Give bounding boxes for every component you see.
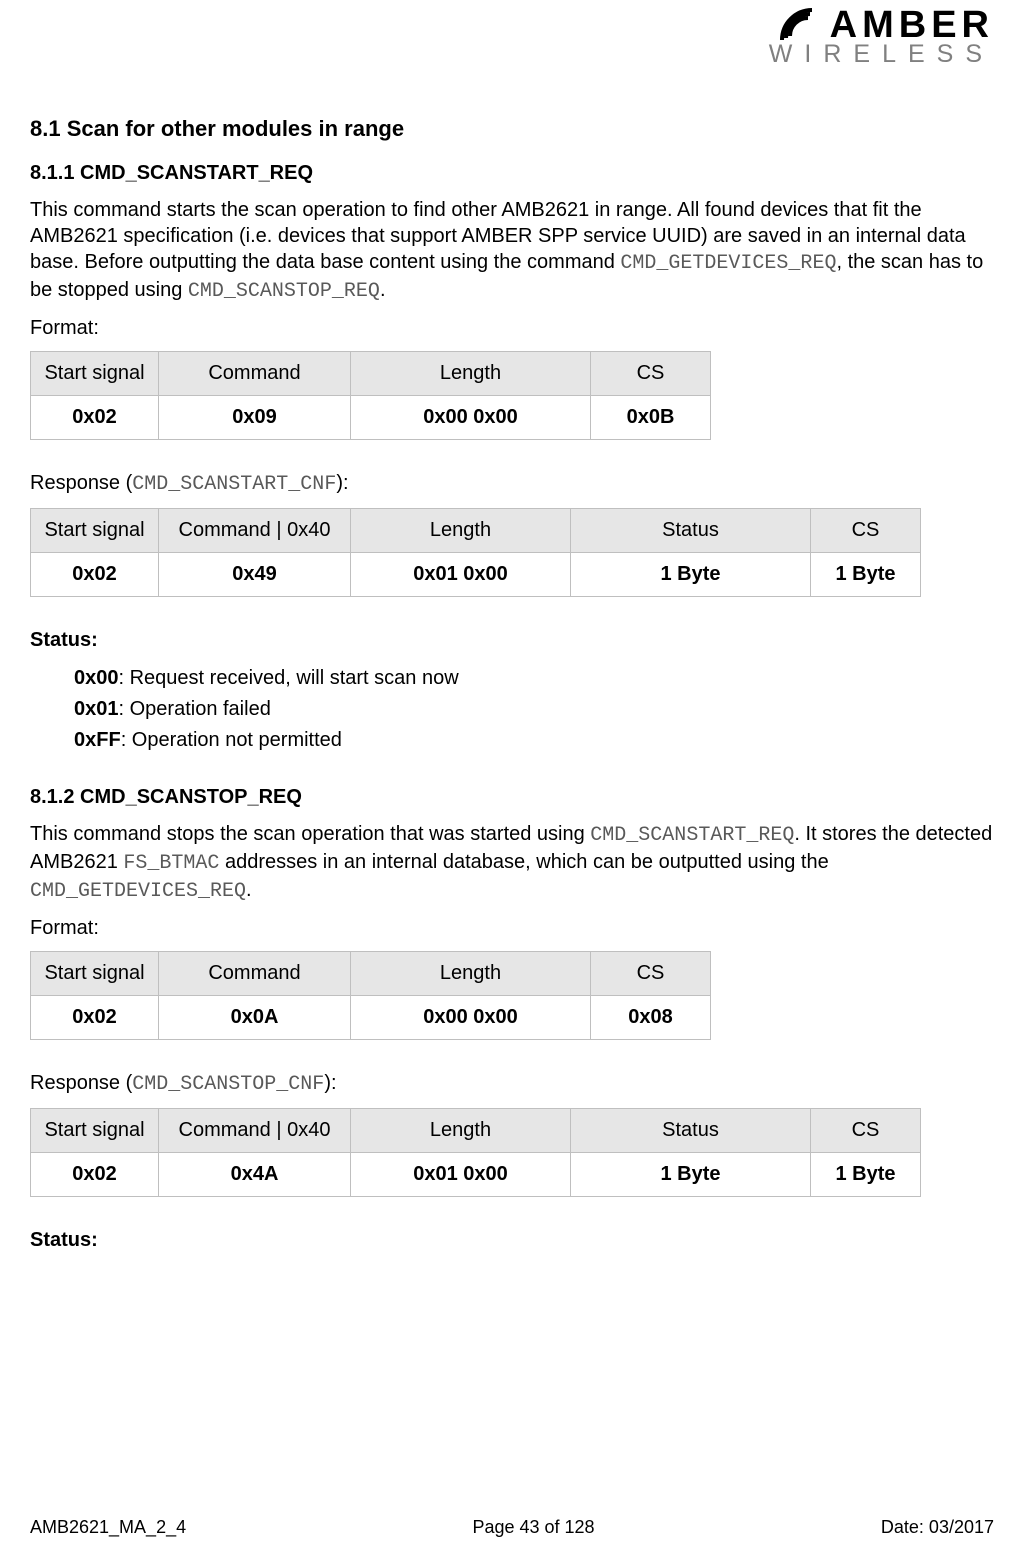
td: 1 Byte [811, 1153, 921, 1197]
resp2-a: Response ( [30, 1072, 132, 1094]
status-code: 0x01 [74, 698, 119, 720]
sub1-status-heading: Status: [30, 627, 994, 653]
sub2-p1d: . [246, 879, 252, 901]
th: Length [351, 1109, 571, 1153]
status-code: 0x00 [74, 667, 119, 689]
sub1-table-response: Start signal Command | 0x40 Length Statu… [30, 508, 921, 597]
sub1-p1c: . [380, 279, 386, 301]
sub2-status-heading: Status: [30, 1227, 994, 1253]
td: 0x4A [159, 1153, 351, 1197]
sub1-status-list: 0x00: Request received, will start scan … [74, 663, 994, 756]
td: 0x49 [159, 553, 351, 597]
status-text: : Operation failed [119, 698, 271, 720]
page-content: 8.1 Scan for other modules in range 8.1.… [30, 20, 994, 1253]
th: Command [159, 952, 351, 996]
logo-wave-icon [780, 8, 824, 42]
th: Status [571, 1109, 811, 1153]
sub1-paragraph: This command starts the scan operation t… [30, 197, 994, 305]
subsection-1-cmd: CMD_SCANSTART_REQ [80, 162, 313, 184]
status-text: : Request received, will start scan now [119, 667, 459, 689]
td: 0x02 [31, 996, 159, 1040]
th: CS [811, 509, 921, 553]
sub1-mono2: CMD_SCANSTOP_REQ [188, 280, 380, 303]
td: 1 Byte [571, 1153, 811, 1197]
status-item: 0xFF: Operation not permitted [74, 725, 994, 756]
sub2-table-format: Start signal Command Length CS 0x02 0x0A… [30, 951, 711, 1040]
th: CS [811, 1109, 921, 1153]
sub1-response-label: Response (CMD_SCANSTART_CNF): [30, 470, 994, 498]
logo-text-top: AMBER [830, 6, 994, 44]
sub2-format-label: Format: [30, 915, 994, 941]
td: 0x01 0x00 [351, 1153, 571, 1197]
td: 0x01 0x00 [351, 553, 571, 597]
th: Start signal [31, 352, 159, 396]
logo: AMBER WIRELESS [769, 6, 994, 67]
td: 0x02 [31, 1153, 159, 1197]
sub2-paragraph: This command stops the scan operation th… [30, 821, 994, 905]
resp-b: ): [336, 472, 348, 494]
th: Length [351, 952, 591, 996]
th: Status [571, 509, 811, 553]
section-heading: 8.1 Scan for other modules in range [30, 116, 994, 142]
sub2-mono2: FS_BTMAC [123, 852, 219, 875]
footer-center: Page 43 of 128 [472, 1517, 594, 1538]
sub2-mono1: CMD_SCANSTART_REQ [590, 824, 794, 847]
sub1-format-label: Format: [30, 315, 994, 341]
sub2-p1a: This command stops the scan operation th… [30, 823, 590, 845]
td: 0x00 0x00 [351, 396, 591, 440]
page-footer: AMB2621_MA_2_4 Page 43 of 128 Date: 03/2… [30, 1517, 994, 1538]
sub2-mono3: CMD_GETDEVICES_REQ [30, 880, 246, 903]
sub2-p1c: addresses in an internal database, which… [219, 851, 828, 873]
sub1-table-format: Start signal Command Length CS 0x02 0x09… [30, 351, 711, 440]
subsection-2-heading: 8.1.2 CMD_SCANSTOP_REQ [30, 786, 994, 809]
footer-right: Date: 03/2017 [881, 1517, 994, 1538]
th: Command | 0x40 [159, 509, 351, 553]
th: Start signal [31, 952, 159, 996]
td: 0x00 0x00 [351, 996, 591, 1040]
th: Command [159, 352, 351, 396]
resp-a: Response ( [30, 472, 132, 494]
th: Length [351, 509, 571, 553]
td: 0x0B [591, 396, 711, 440]
logo-top-row: AMBER [769, 6, 994, 44]
td: 0x0A [159, 996, 351, 1040]
td: 0x08 [591, 996, 711, 1040]
status-item: 0x00: Request received, will start scan … [74, 663, 994, 694]
subsection-2-cmd: CMD_SCANSTOP_REQ [80, 786, 302, 808]
td: 1 Byte [571, 553, 811, 597]
th: Start signal [31, 509, 159, 553]
subsection-1-heading: 8.1.1 CMD_SCANSTART_REQ [30, 162, 994, 185]
resp2-b: ): [324, 1072, 336, 1094]
subsection-1-num: 8.1.1 [30, 162, 80, 184]
th: CS [591, 352, 711, 396]
td: 1 Byte [811, 553, 921, 597]
td: 0x02 [31, 396, 159, 440]
status-code: 0xFF [74, 729, 121, 751]
footer-left: AMB2621_MA_2_4 [30, 1517, 186, 1538]
status-text: : Operation not permitted [121, 729, 342, 751]
sub2-response-label: Response (CMD_SCANSTOP_CNF): [30, 1070, 994, 1098]
th: Start signal [31, 1109, 159, 1153]
logo-text-bottom: WIRELESS [769, 42, 994, 67]
sub2-table-response: Start signal Command | 0x40 Length Statu… [30, 1108, 921, 1197]
resp-mono: CMD_SCANSTART_CNF [132, 473, 336, 496]
td: 0x09 [159, 396, 351, 440]
th: Length [351, 352, 591, 396]
th: CS [591, 952, 711, 996]
sub1-mono1: CMD_GETDEVICES_REQ [620, 252, 836, 275]
resp2-mono: CMD_SCANSTOP_CNF [132, 1073, 324, 1096]
th: Command | 0x40 [159, 1109, 351, 1153]
td: 0x02 [31, 553, 159, 597]
status-item: 0x01: Operation failed [74, 694, 994, 725]
subsection-2-num: 8.1.2 [30, 786, 80, 808]
